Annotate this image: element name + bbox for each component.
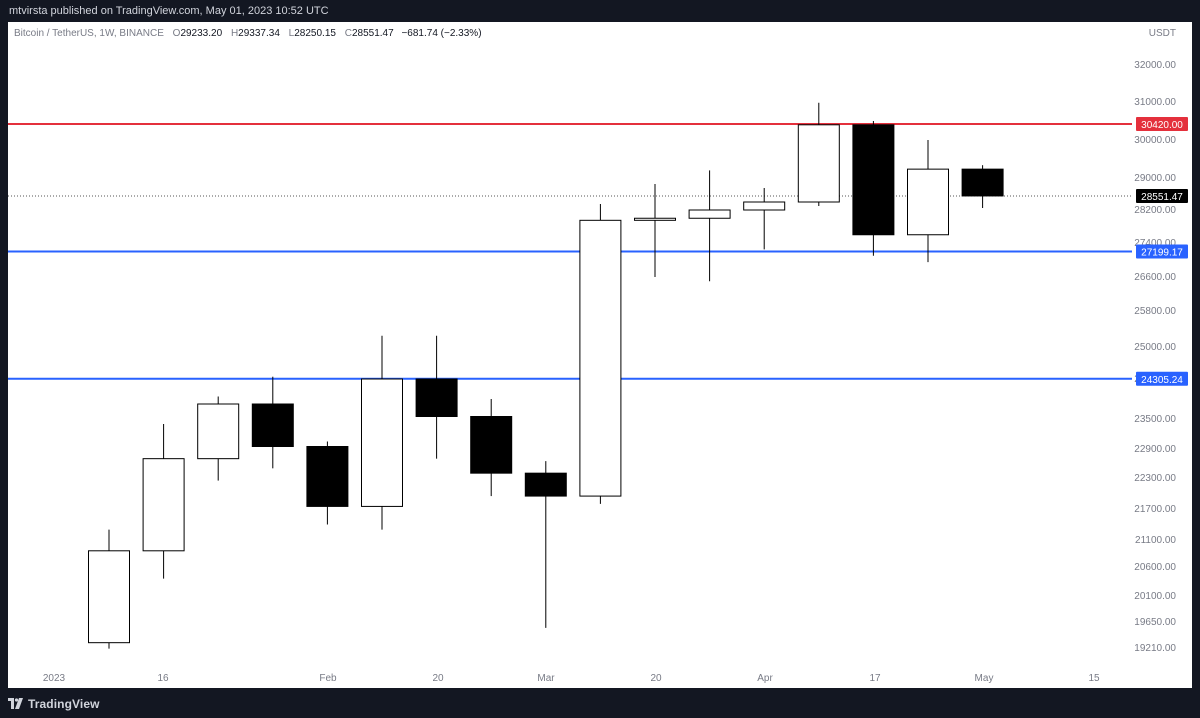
candle-body[interactable] xyxy=(306,446,349,507)
level-price-tag-bg xyxy=(1136,244,1188,259)
symbol-name: Bitcoin / TetherUS, 1W, BINANCE xyxy=(14,28,164,39)
symbol-legend: Bitcoin / TetherUS, 1W, BINANCE O29233.2… xyxy=(14,28,482,39)
candle-body[interactable] xyxy=(961,168,1004,197)
time-tick-label: 17 xyxy=(869,673,881,684)
price-tick-label: 20600.00 xyxy=(1134,562,1176,573)
price-tick-label: 27400.00 xyxy=(1134,238,1176,249)
close-key: C xyxy=(344,28,352,39)
price-tick-label: 20100.00 xyxy=(1134,591,1176,602)
open-value: 29233.20 xyxy=(180,28,223,39)
time-tick-label: 2023 xyxy=(43,673,66,684)
price-tick-label: 21100.00 xyxy=(1135,535,1176,546)
time-tick-label: 20 xyxy=(432,673,444,684)
price-tick-label: 22900.00 xyxy=(1134,444,1176,455)
time-tick-label: 15 xyxy=(1088,673,1100,684)
candlestick-chart[interactable]: 32000.00 31000.00 30000.00 29000.00 28200.00… xyxy=(8,22,1192,688)
price-tick-label: 21700.00 xyxy=(1134,504,1176,515)
price-tick-label: 30000.00 xyxy=(1134,135,1176,146)
candle-body[interactable] xyxy=(907,168,949,236)
level-price-tag-bg xyxy=(1136,117,1188,132)
price-tick-label: 25000.00 xyxy=(1134,342,1176,353)
chart-area[interactable]: 32000.00 31000.00 30000.00 29000.00 28200.00… xyxy=(8,22,1192,688)
price-tick-label: 19650.00 xyxy=(1134,617,1176,628)
price-tick-label: 31000.00 xyxy=(1134,97,1176,108)
candle-body[interactable] xyxy=(579,219,622,497)
open-key: O xyxy=(172,28,181,39)
level-price-tag-bg xyxy=(1136,371,1188,386)
price-tick-label: 19210.00 xyxy=(1134,643,1176,654)
time-tick-label: Apr xyxy=(757,673,773,684)
publisher-bar: mtvirsta published on TradingView.com, M… xyxy=(0,0,1200,22)
price-tick-label: 22300.00 xyxy=(1134,473,1176,484)
candle-body[interactable] xyxy=(142,458,185,552)
level-price-tag: 24305.24 xyxy=(1141,375,1183,386)
candle-body[interactable] xyxy=(251,403,294,447)
candle-body[interactable] xyxy=(743,201,786,211)
tradingview-logo-icon xyxy=(8,698,23,709)
change-value: −681.74 (−2.33%) xyxy=(401,28,482,39)
candle-body[interactable] xyxy=(634,217,676,221)
publisher-text: mtvirsta published on TradingView.com, M… xyxy=(9,5,329,17)
low-value: 28250.15 xyxy=(294,28,336,39)
time-tick-label: Feb xyxy=(319,673,337,684)
candle-body[interactable] xyxy=(88,550,130,644)
candle-body[interactable] xyxy=(852,124,895,236)
candle-body[interactable] xyxy=(688,209,731,219)
candle-body[interactable] xyxy=(797,124,840,203)
last-price-tag-bg xyxy=(1136,188,1188,203)
low-key: L xyxy=(288,28,295,39)
footer-brand: TradingView xyxy=(28,697,100,711)
price-tick-label: 26600.00 xyxy=(1134,272,1176,283)
candle-body[interactable] xyxy=(415,378,458,417)
level-price-tag: 27199.17 xyxy=(1141,248,1183,259)
close-value: 28551.47 xyxy=(351,28,394,39)
last-price-tag: 28551.47 xyxy=(1141,192,1183,203)
time-tick-label: 20 xyxy=(650,673,662,684)
candle-body[interactable] xyxy=(470,416,513,474)
time-tick-label: Mar xyxy=(537,673,555,684)
price-tick-label: 23500.00 xyxy=(1134,414,1176,425)
candle-body[interactable] xyxy=(361,378,403,507)
price-tick-label: 25800.00 xyxy=(1134,306,1176,317)
price-tick-label: 29000.00 xyxy=(1134,173,1176,184)
time-tick-label: May xyxy=(975,673,994,684)
currency-label: USDT xyxy=(1149,28,1176,39)
price-tick-label: 28200.00 xyxy=(1134,205,1176,216)
footer-bar: TradingView xyxy=(0,690,1200,718)
candle-body[interactable] xyxy=(197,403,240,460)
high-key: H xyxy=(230,28,239,39)
level-price-tag: 30420.00 xyxy=(1141,120,1183,131)
high-value: 29337.34 xyxy=(238,28,280,39)
time-tick-label: 16 xyxy=(157,673,169,684)
price-tick-label: 32000.00 xyxy=(1134,60,1176,71)
candle-body[interactable] xyxy=(524,472,567,497)
